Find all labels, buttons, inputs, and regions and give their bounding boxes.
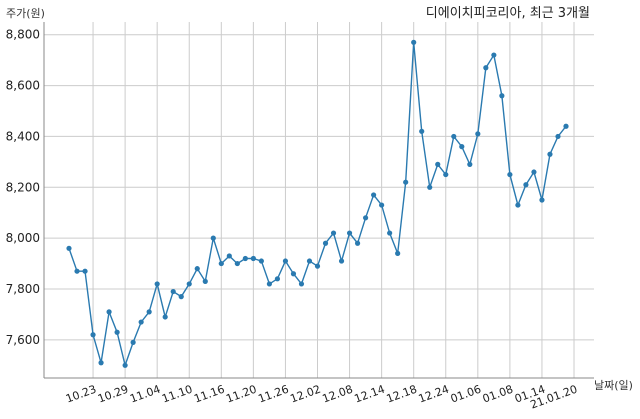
data-point	[210, 235, 216, 241]
data-point	[226, 253, 232, 259]
x-tick-label: 11.10	[160, 383, 194, 406]
y-tick-label: 8,000	[6, 231, 40, 245]
data-point	[475, 131, 481, 137]
data-point	[435, 161, 441, 167]
y-axis-label: 주가(원)	[6, 7, 45, 20]
x-tick-label: 12.24	[417, 383, 451, 406]
data-point	[379, 202, 385, 208]
data-point	[186, 281, 192, 287]
x-tick-label: 11.16	[192, 383, 226, 406]
data-point	[162, 314, 168, 320]
data-point	[354, 240, 361, 246]
data-point	[371, 192, 377, 198]
data-point	[507, 171, 513, 178]
data-point	[547, 151, 553, 157]
x-tick-label: 10.29	[96, 383, 130, 406]
data-point	[146, 309, 152, 315]
data-point	[122, 362, 128, 368]
data-point	[491, 52, 497, 58]
data-point	[459, 144, 465, 150]
data-point	[250, 255, 256, 262]
data-point	[266, 281, 273, 287]
data-point	[395, 250, 401, 256]
data-point	[403, 179, 409, 185]
x-tick-label: 12.08	[321, 383, 355, 406]
data-point	[290, 271, 297, 277]
data-point	[258, 258, 264, 264]
data-point	[539, 197, 545, 203]
grid-lines	[44, 22, 594, 378]
data-point	[202, 278, 208, 284]
data-point	[483, 65, 489, 71]
data-point	[419, 128, 425, 134]
y-tick-label: 8,600	[6, 79, 40, 93]
y-tick-label: 7,800	[6, 282, 40, 296]
data-point	[218, 260, 224, 267]
data-point	[90, 332, 96, 338]
data-point	[194, 266, 200, 272]
y-tick-label: 8,800	[6, 28, 40, 42]
data-point	[515, 202, 521, 208]
data-point	[66, 245, 72, 251]
x-tick-label: 12.14	[353, 383, 387, 406]
x-tick-label: 11.04	[128, 383, 162, 406]
data-point	[82, 268, 88, 274]
x-tick-labels: 10.2310.2911.0411.1011.1611.2011.2612.02…	[64, 383, 579, 412]
axes	[43, 22, 594, 379]
x-tick-label: 12.18	[385, 383, 419, 406]
data-point	[274, 276, 281, 282]
data-point	[234, 260, 240, 267]
x-tick-label: 11.20	[224, 383, 258, 406]
x-axis-label: 날짜(일)	[594, 378, 633, 392]
data-point	[330, 230, 337, 236]
data-point	[242, 255, 248, 262]
x-tick-label: 11.26	[256, 383, 290, 406]
y-tick-label: 7,600	[6, 333, 40, 347]
data-point	[346, 230, 353, 236]
y-tick-labels: 7,600 7,800 8,000 8,200 8,400 8,600 8,800	[6, 28, 40, 347]
y-tick-label: 8,200	[6, 180, 40, 194]
chart-title: 디에이치피코리아, 최근 3개월	[426, 6, 590, 21]
data-point	[467, 161, 473, 167]
data-point	[443, 171, 449, 178]
y-tick-label: 8,400	[6, 129, 40, 143]
data-point	[74, 268, 80, 274]
x-tick-label: 01.08	[481, 383, 515, 406]
x-tick-label: 10.23	[64, 383, 98, 406]
data-point	[154, 281, 160, 287]
data-point	[555, 133, 561, 140]
x-tick-label: 12.02	[288, 383, 322, 406]
data-point	[451, 133, 457, 140]
data-points	[66, 39, 569, 368]
data-point	[338, 258, 345, 264]
data-point	[411, 39, 417, 45]
data-point	[298, 281, 305, 287]
data-point	[314, 263, 321, 269]
data-point	[98, 360, 104, 366]
data-point	[322, 240, 329, 246]
x-tick-label: 01.06	[449, 383, 483, 406]
data-point	[523, 182, 529, 188]
data-point	[170, 288, 176, 295]
data-point	[138, 319, 144, 325]
data-point	[178, 294, 184, 300]
data-point	[114, 329, 120, 335]
data-point	[427, 184, 433, 190]
data-point	[106, 309, 112, 315]
data-point	[362, 215, 369, 221]
data-point	[387, 230, 393, 236]
data-point	[306, 258, 313, 264]
data-point	[531, 169, 537, 175]
data-point	[499, 93, 505, 99]
data-point	[563, 123, 569, 129]
data-point	[282, 258, 289, 264]
data-point	[130, 339, 136, 345]
